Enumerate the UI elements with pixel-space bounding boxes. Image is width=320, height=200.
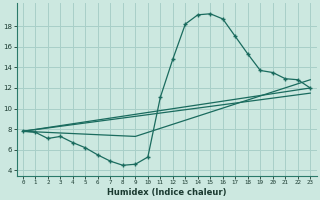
X-axis label: Humidex (Indice chaleur): Humidex (Indice chaleur)	[107, 188, 226, 197]
